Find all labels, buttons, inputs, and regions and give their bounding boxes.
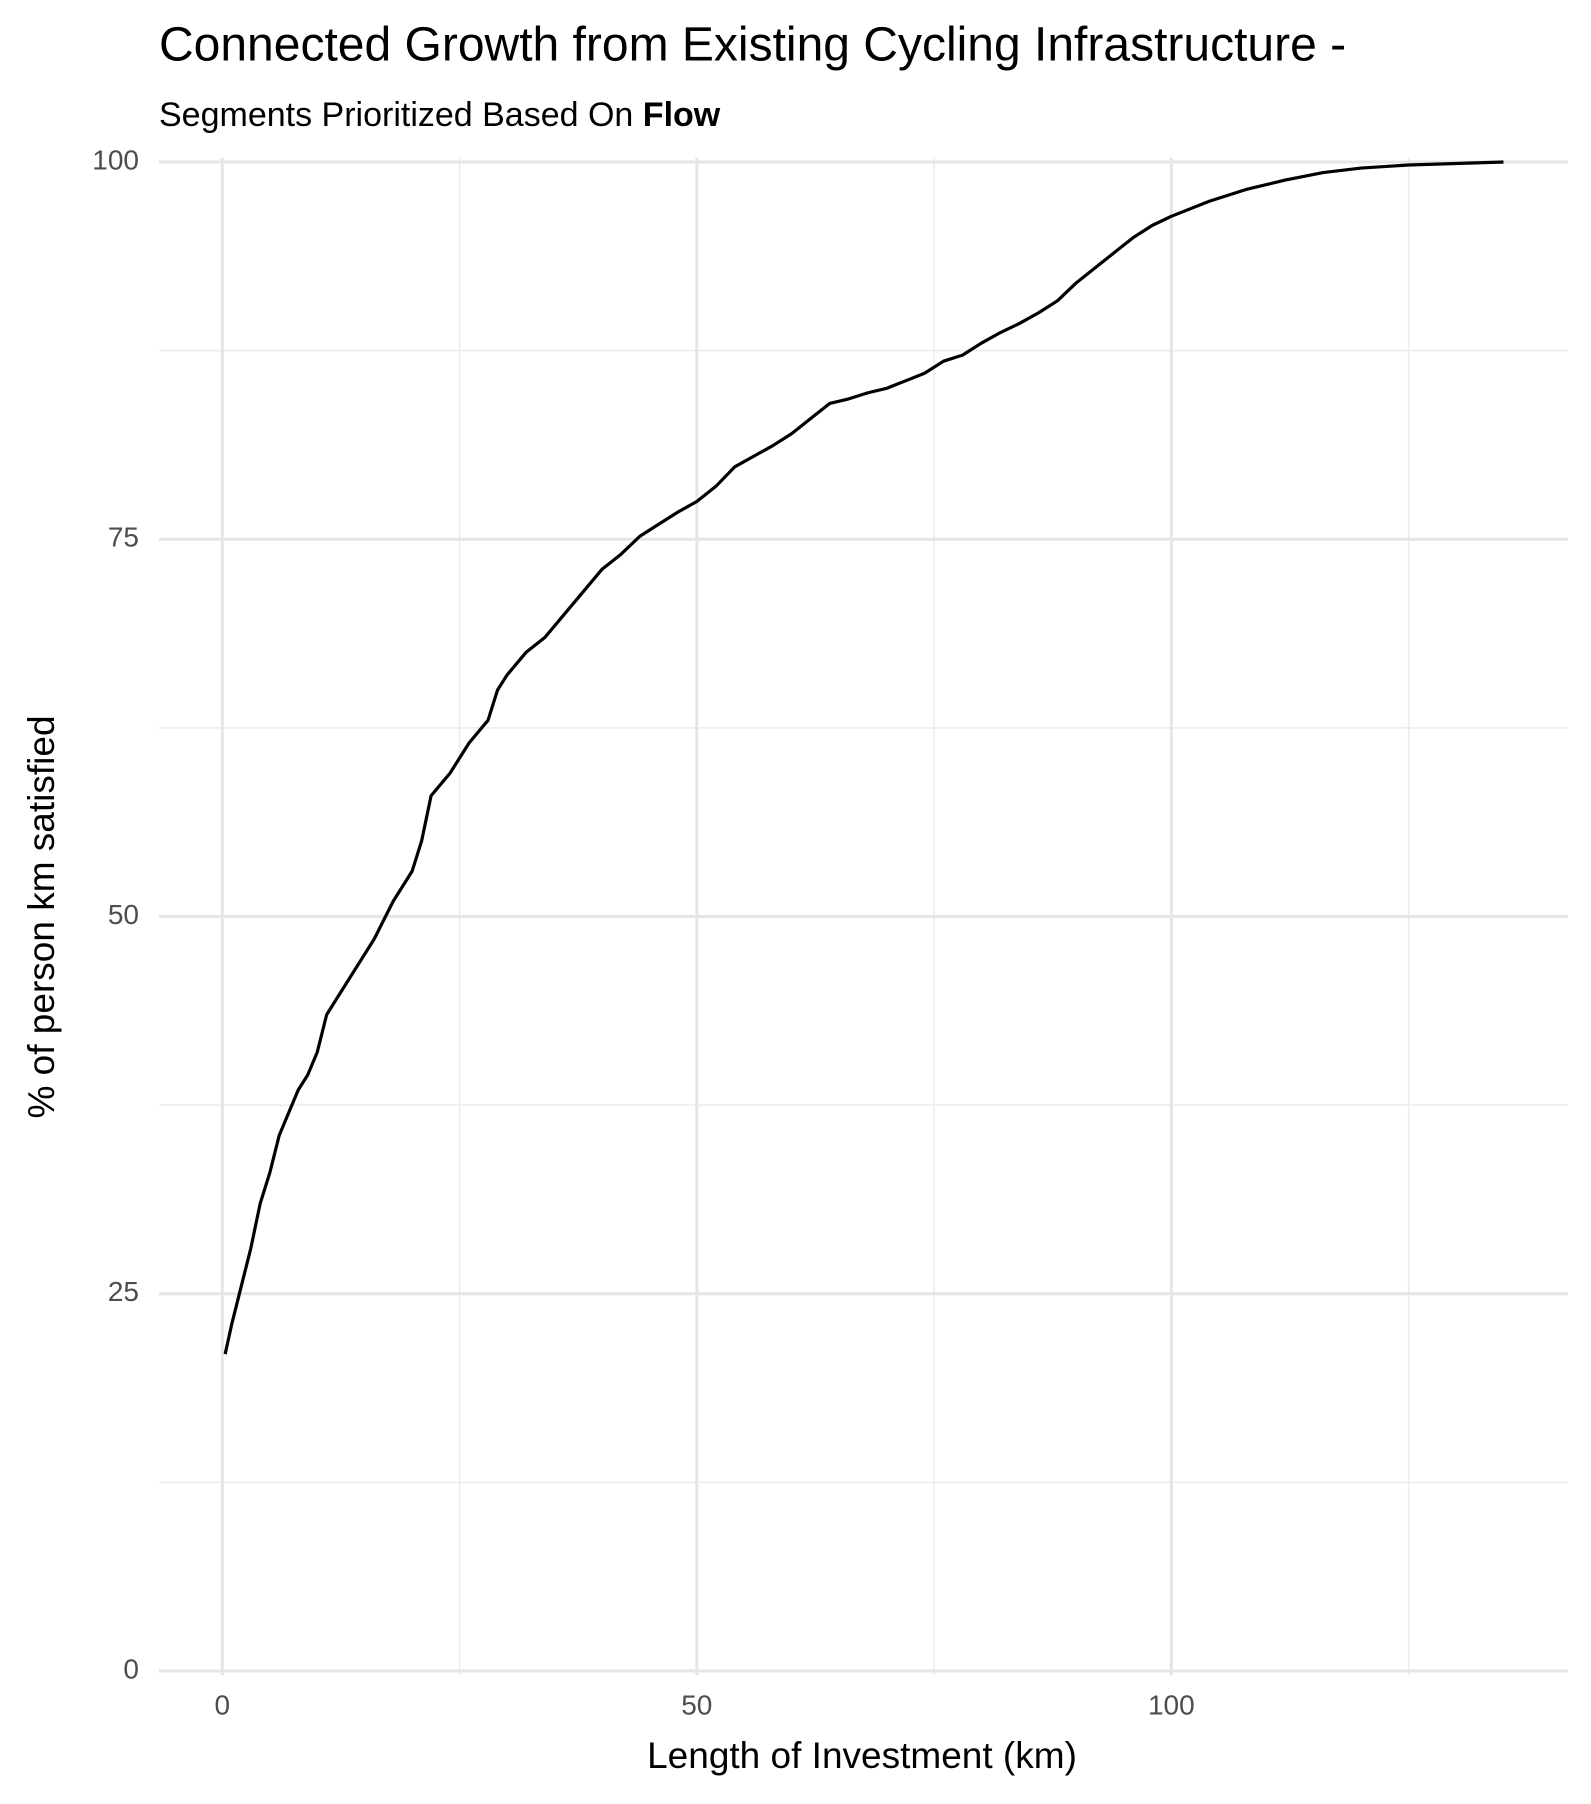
y-tick-label: 25: [108, 1276, 139, 1307]
subtitle-emphasis: Flow: [643, 96, 721, 134]
y-tick-label: 100: [92, 144, 139, 175]
x-tick-label: 100: [1148, 1689, 1195, 1720]
x-axis-title: Length of Investment (km): [647, 1735, 1077, 1776]
chart-subtitle: Segments Prioritized Based On Flow: [159, 96, 721, 134]
subtitle-text: Segments Prioritized Based On: [159, 96, 633, 134]
x-tick-label: 0: [215, 1689, 231, 1720]
y-tick-label: 75: [108, 522, 139, 553]
chart-title: Connected Growth from Existing Cycling I…: [159, 19, 1346, 72]
y-tick-label: 0: [123, 1653, 139, 1684]
x-tick-label: 50: [681, 1689, 712, 1720]
data-line: [223, 160, 1504, 1355]
y-tick-label: 50: [108, 899, 139, 930]
y-axis-title: % of person km satisfied: [21, 715, 62, 1118]
